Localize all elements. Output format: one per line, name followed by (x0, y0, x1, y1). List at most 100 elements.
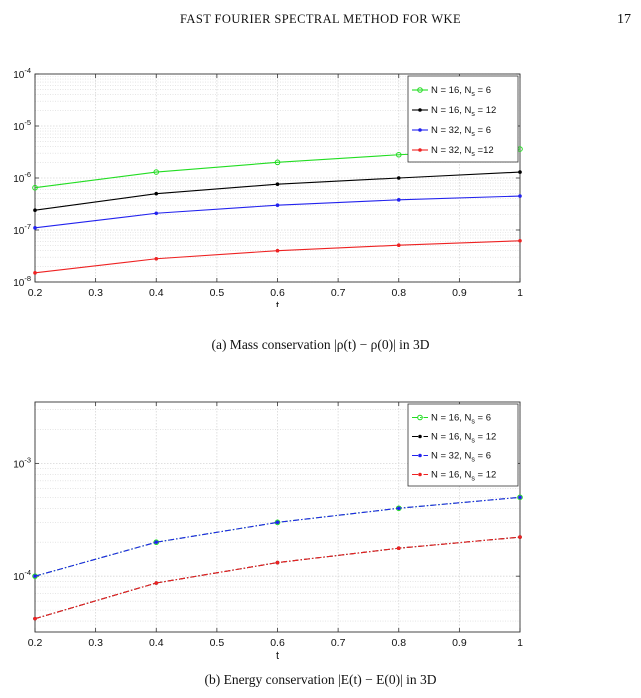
x-tick-label: 0.4 (149, 287, 164, 299)
x-tick-label: 0.5 (210, 287, 225, 299)
legend-item: N = 32, Ns = 6 (412, 451, 491, 464)
x-tick-label: 0.7 (331, 637, 346, 649)
running-title: FAST FOURIER SPECTRAL METHOD FOR WKE (180, 12, 461, 26)
running-head: FAST FOURIER SPECTRAL METHOD FOR WKE 17 (0, 12, 641, 32)
data-point (518, 495, 522, 500)
x-tick-label: 0.9 (452, 637, 467, 649)
mass-conservation-chart: 0.2 0.3 0.4 0.5 0.6 0.7 0.8 0.9 1 t 10-8 10-7 10-6 10… (13, 66, 523, 307)
figure-energy-conservation: 0.2 0.3 0.4 0.5 0.6 0.7 0.8 0.9 1 t 10-4 10-3 N = 16… (0, 394, 641, 662)
series-3 (33, 495, 522, 578)
y-tick-label: 10-4 (13, 66, 31, 81)
data-point (275, 560, 280, 565)
legend-label: N = 16, Ns = 12 (431, 432, 496, 445)
legend-marker (417, 87, 423, 93)
x-tick-label: 1 (517, 287, 523, 299)
legend-marker (418, 148, 422, 152)
data-point (154, 540, 159, 545)
legend-label: N = 32, Ns =12 (431, 145, 494, 158)
x-tick-label: 0.3 (88, 287, 103, 299)
data-point (33, 574, 37, 578)
data-point (518, 238, 522, 243)
x-axis-label: t (276, 300, 279, 307)
x-tick-label: 0.8 (391, 637, 406, 649)
legend-item: N = 16, Ns = 12 (412, 105, 496, 118)
legend: N = 16, Ns = 6 N = 16, Ns = 12 N = 32, Ns … (407, 75, 519, 163)
legend-marker (417, 414, 423, 421)
x-axis-label: t (276, 650, 279, 662)
data-point (154, 191, 159, 196)
x-tick-label: 1 (517, 637, 523, 649)
data-point (518, 535, 522, 539)
legend-item: N = 16, Ns = 12 (412, 470, 496, 483)
series-3 (33, 194, 522, 230)
x-tick-label: 0.3 (88, 637, 103, 649)
grid (34, 73, 521, 283)
x-tick-label: 0.9 (452, 287, 467, 299)
legend-marker (418, 434, 422, 439)
legend: N = 16, Ns = 6 N = 16, Ns = 12 N = 32, Ns … (407, 403, 519, 487)
legend-marker (418, 108, 422, 112)
x-tick-label: 0.5 (210, 637, 225, 649)
legend-item: N = 16, Ns = 6 (412, 85, 491, 98)
data-point (396, 176, 401, 180)
legend-marker (418, 128, 422, 132)
data-point (395, 151, 402, 158)
data-point (153, 169, 160, 175)
data-point (275, 203, 280, 207)
x-tick-label: 0.2 (28, 287, 43, 299)
data-point (32, 573, 38, 579)
legend-label: N = 16, Ns = 12 (431, 105, 496, 118)
data-point (518, 170, 522, 174)
legend-label: N = 16, Ns = 12 (431, 470, 496, 483)
data-point (33, 208, 37, 213)
x-tick-label: 0.7 (331, 287, 346, 299)
data-point (275, 248, 280, 253)
y-tick-label: 10-4 (13, 568, 31, 583)
data-point (396, 198, 401, 202)
data-point (33, 616, 37, 621)
data-point (275, 182, 280, 186)
data-point (396, 506, 401, 511)
data-point (154, 211, 159, 216)
data-point (154, 581, 159, 585)
data-point (518, 194, 522, 198)
data-point (154, 256, 159, 261)
energy-conservation-chart: 0.2 0.3 0.4 0.5 0.6 0.7 0.8 0.9 1 t 10-4 10-3 N = 16… (13, 401, 523, 662)
legend-marker (418, 453, 422, 458)
y-tick-label: 10-7 (13, 222, 31, 237)
series-4 (33, 238, 522, 275)
data-point (32, 184, 38, 191)
legend-item: N = 32, Ns =12 (412, 145, 494, 158)
data-point (396, 546, 401, 551)
y-tick-label: 10-6 (13, 170, 31, 185)
y-tick-label: 10-3 (13, 455, 31, 470)
x-tick-label: 0.4 (149, 637, 164, 649)
series-2 (33, 170, 522, 213)
series-line (34, 496, 521, 577)
caption-energy-conservation: (b) Energy conservation |E(t) − E(0)| in… (204, 672, 437, 687)
legend-item: N = 32, Ns = 6 (412, 125, 491, 138)
x-tick-label: 0.6 (270, 637, 285, 649)
x-tick-label: 0.2 (28, 637, 43, 649)
y-tick-label: 10-8 (13, 274, 31, 289)
x-tick-label: 0.6 (270, 287, 285, 299)
series-4 (33, 535, 522, 621)
x-tick-label: 0.8 (391, 287, 406, 299)
legend-label: N = 16, Ns = 6 (431, 413, 491, 426)
data-point (275, 520, 280, 525)
data-point (396, 243, 401, 248)
series-line (34, 536, 521, 620)
caption-mass-conservation: (a) Mass conservation |ρ(t) − ρ(0)| in 3… (211, 337, 430, 352)
figure-mass-conservation: 0.2 0.3 0.4 0.5 0.6 0.7 0.8 0.9 1 t 10-8 10-7 10-6 10… (0, 62, 641, 307)
legend-label: N = 32, Ns = 6 (431, 125, 491, 138)
legend-item: N = 16, Ns = 6 (412, 413, 491, 426)
data-point (517, 494, 523, 501)
legend-item: N = 16, Ns = 12 (412, 432, 496, 445)
y-tick-label: 10-5 (13, 118, 31, 133)
legend-label: N = 16, Ns = 6 (431, 85, 491, 98)
legend-marker (418, 472, 422, 477)
legend-label: N = 32, Ns = 6 (431, 451, 491, 464)
data-point (33, 271, 37, 275)
page-number: 17 (617, 12, 631, 27)
data-point (33, 226, 37, 230)
